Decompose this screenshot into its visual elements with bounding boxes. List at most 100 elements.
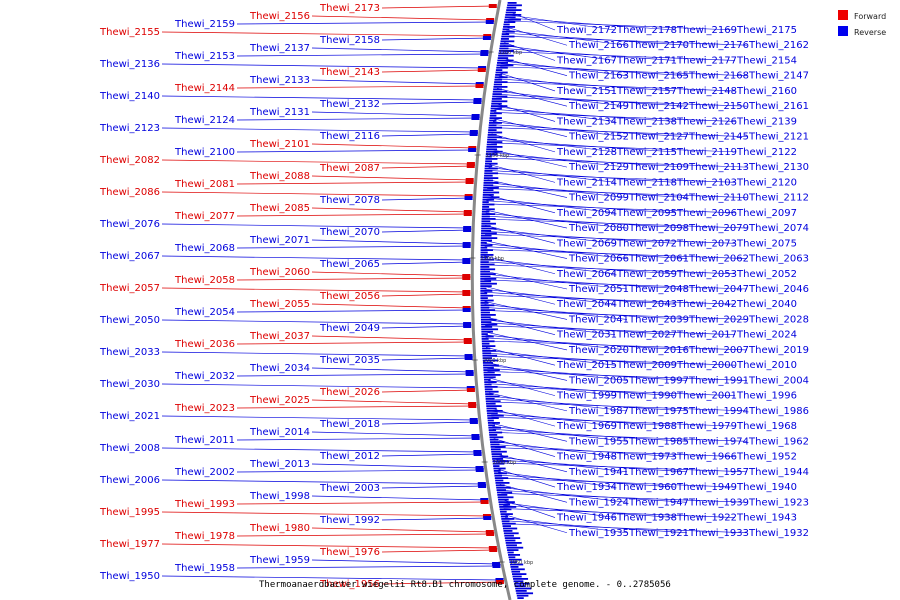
left-gene-label: Thewi_1998 [249, 491, 310, 502]
right-gene-label: Thewi_1941 [568, 467, 629, 478]
gene-feature-reverse [509, 561, 517, 563]
gene-feature-forward [485, 20, 494, 24]
left-connector [381, 197, 471, 201]
right-connector [505, 520, 688, 534]
right-connector [488, 380, 616, 396]
gene-feature-reverse [501, 35, 515, 38]
right-gene-label: Thewi_2063 [748, 254, 809, 265]
gene-feature-reverse [506, 9, 522, 11]
right-connector [485, 337, 688, 351]
right-connector [488, 167, 616, 183]
gene-feature-reverse [500, 40, 515, 43]
gene-feature-reverse [505, 539, 516, 542]
left-gene-label: Thewi_2033 [99, 347, 160, 358]
left-gene-label: Thewi_2023 [174, 403, 235, 414]
right-gene-label: Thewi_2072 [616, 238, 677, 249]
gene-feature-forward [464, 356, 473, 360]
gene-feature-reverse [480, 263, 495, 266]
gene-feature-reverse [504, 18, 521, 21]
gene-feature-reverse [488, 426, 502, 429]
left-gene-label: Thewi_2143 [319, 67, 380, 78]
gene-feature-reverse [511, 570, 521, 573]
gene-feature-reverse [489, 119, 497, 122]
gene-feature-reverse [507, 4, 522, 7]
gene-feature-reverse [480, 287, 487, 290]
gene-feature-reverse [481, 230, 492, 232]
gene-feature-reverse [498, 52, 509, 55]
gene-feature-reverse [480, 290, 493, 292]
left-connector [161, 31, 490, 37]
left-gene-label: Thewi_2081 [174, 179, 235, 190]
gene-feature-reverse [509, 563, 524, 566]
right-connector [491, 413, 676, 427]
left-connector [161, 415, 476, 421]
gene-feature-reverse [483, 189, 494, 191]
right-gene-label: Thewi_2010 [736, 360, 797, 371]
gene-feature-reverse [489, 438, 499, 441]
gene-feature-reverse [481, 213, 496, 215]
gene-feature-reverse [486, 407, 497, 410]
left-gene-label: Thewi_2049 [319, 323, 380, 334]
left-gene-label: Thewi_2085 [249, 203, 310, 214]
right-connector [487, 188, 748, 198]
right-connector [484, 264, 736, 275]
right-connector [487, 185, 688, 198]
gene-feature-reverse [498, 50, 514, 52]
right-gene-label: Thewi_2157 [616, 86, 677, 97]
right-connector [484, 233, 736, 244]
gene-feature-reverse [501, 33, 510, 35]
left-connector [311, 271, 469, 277]
gene-feature-forward [488, 4, 497, 8]
right-connector [498, 477, 736, 488]
right-connector [494, 106, 616, 122]
gene-feature-reverse [504, 16, 516, 19]
right-gene-label: Thewi_2064 [556, 269, 617, 280]
gene-feature-reverse [487, 414, 504, 417]
left-gene-label: Thewi_2011 [174, 435, 235, 446]
right-connector [487, 365, 628, 381]
gene-feature-reverse [496, 489, 506, 491]
right-connector [486, 346, 556, 366]
right-gene-label: Thewi_2044 [556, 299, 617, 310]
gene-feature-reverse [486, 402, 496, 405]
gene-feature-reverse [484, 172, 499, 175]
right-gene-label: Thewi_1967 [628, 467, 689, 478]
right-gene-label: Thewi_1947 [628, 497, 689, 508]
left-gene-label: Thewi_1977 [99, 539, 160, 550]
right-connector [501, 492, 748, 503]
right-gene-label: Thewi_2148 [676, 86, 737, 97]
gene-feature-reverse [516, 594, 529, 597]
gene-feature-forward [475, 468, 484, 472]
gene-feature-reverse [488, 429, 497, 431]
gene-feature-reverse [485, 398, 495, 400]
right-gene-label: Thewi_2147 [748, 71, 809, 82]
left-connector [381, 325, 470, 329]
gene-feature-forward [465, 372, 474, 376]
left-connector [161, 351, 471, 357]
left-gene-label: Thewi_2036 [174, 339, 235, 350]
gene-feature-reverse [515, 587, 532, 590]
gene-feature-reverse [496, 62, 508, 64]
gene-feature-reverse [480, 311, 490, 314]
right-connector [495, 456, 628, 473]
left-gene-label: Thewi_2136 [99, 59, 160, 70]
gene-feature-reverse [517, 597, 524, 599]
right-gene-label: Thewi_1955 [568, 436, 629, 447]
right-gene-label: Thewi_2169 [676, 25, 737, 36]
gene-feature-reverse [484, 167, 498, 170]
legend-reverse-label: Reverse [854, 28, 886, 37]
right-gene-label: Thewi_2122 [736, 147, 797, 158]
gene-feature-reverse [489, 436, 504, 439]
kbp-tick-label: 1950 kbp [510, 560, 534, 566]
gene-feature-reverse [485, 153, 498, 155]
right-connector [489, 395, 628, 412]
left-connector [161, 95, 480, 101]
right-connector [498, 78, 676, 92]
gene-feature-reverse [514, 582, 530, 585]
right-gene-label: Thewi_2165 [628, 71, 689, 82]
right-connector [488, 386, 736, 396]
right-connector [490, 148, 568, 168]
right-gene-label: Thewi_1934 [556, 482, 617, 493]
left-connector [236, 85, 482, 89]
left-gene-label: Thewi_2140 [99, 91, 160, 102]
